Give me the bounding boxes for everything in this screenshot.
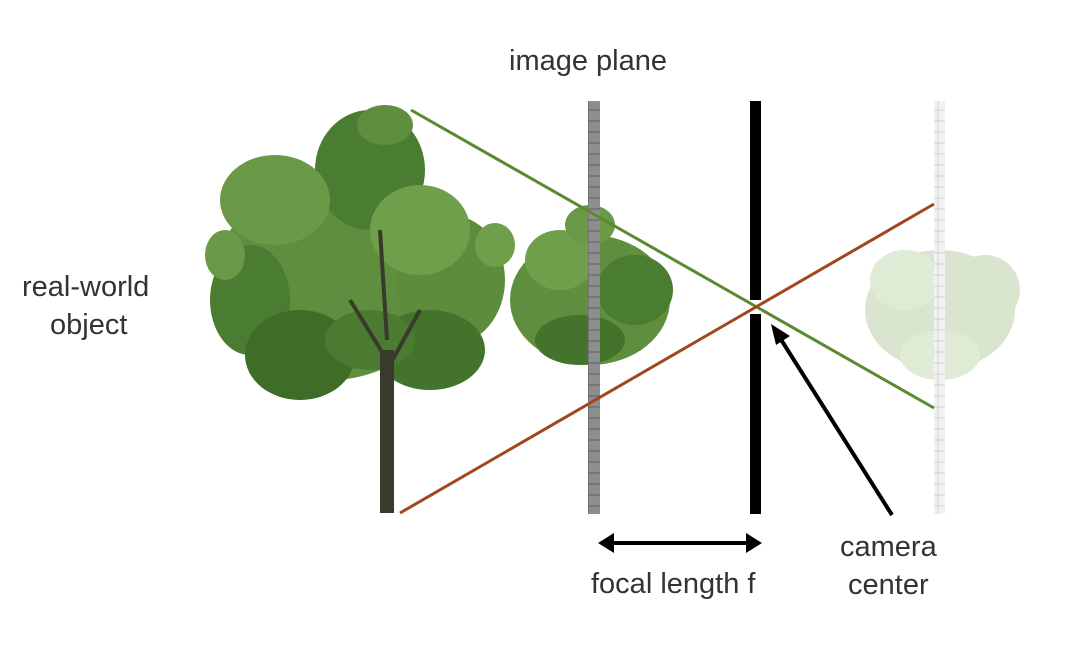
object-text: object bbox=[50, 309, 128, 341]
image-plane-text: image plane bbox=[509, 45, 667, 77]
image-plane-label: image plane bbox=[509, 42, 667, 80]
real-world-object-label: real-world object bbox=[22, 268, 149, 344]
double-arrow-icon bbox=[598, 533, 762, 553]
real-world-text: real-world bbox=[22, 271, 150, 303]
focal-length-label: focal length f bbox=[591, 565, 755, 603]
camera-text: camera bbox=[840, 531, 937, 563]
top-ray bbox=[410, 108, 935, 410]
arrow-icon bbox=[771, 324, 894, 517]
pinhole-plate bbox=[750, 101, 761, 514]
center-text: center bbox=[848, 569, 929, 601]
bottom-ray bbox=[399, 202, 935, 515]
image-plane-sensor bbox=[588, 101, 600, 514]
camera-center-label: camera center bbox=[840, 528, 937, 604]
focal-length-text: focal length f bbox=[591, 568, 756, 600]
tree-icon bbox=[205, 105, 515, 513]
virtual-image-plane bbox=[934, 101, 945, 514]
